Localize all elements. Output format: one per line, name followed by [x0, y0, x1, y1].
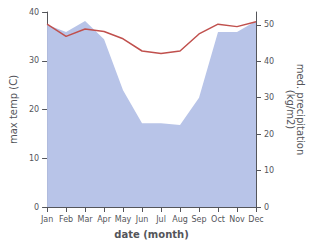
svg-text:40: 40 [29, 8, 39, 17]
svg-text:Jan: Jan [40, 215, 53, 224]
svg-text:Aug: Aug [172, 215, 188, 224]
svg-text:Nov: Nov [229, 215, 245, 224]
svg-text:20: 20 [264, 130, 274, 139]
svg-text:0: 0 [264, 203, 269, 212]
svg-text:30: 30 [29, 56, 39, 65]
svg-text:40: 40 [264, 57, 274, 66]
svg-text:Sep: Sep [191, 215, 206, 224]
svg-text:Jun: Jun [135, 215, 149, 224]
svg-text:Feb: Feb [59, 215, 73, 224]
svg-text:Mar: Mar [78, 215, 94, 224]
svg-text:10: 10 [29, 154, 39, 163]
svg-text:date (month): date (month) [114, 229, 188, 240]
svg-text:Oct: Oct [211, 215, 225, 224]
svg-text:max temp (C): max temp (C) [8, 75, 19, 144]
svg-text:10: 10 [264, 166, 274, 175]
svg-text:(kg/m2): (kg/m2) [285, 90, 296, 130]
svg-text:20: 20 [29, 105, 39, 114]
svg-text:Dec: Dec [248, 215, 263, 224]
svg-text:50: 50 [264, 20, 274, 29]
svg-text:0: 0 [34, 203, 39, 212]
svg-text:med. precipitation: med. precipitation [294, 63, 306, 156]
svg-text:May: May [115, 215, 132, 224]
svg-text:30: 30 [264, 93, 274, 102]
svg-text:Jul: Jul [155, 215, 166, 224]
svg-text:Apr: Apr [97, 215, 112, 224]
